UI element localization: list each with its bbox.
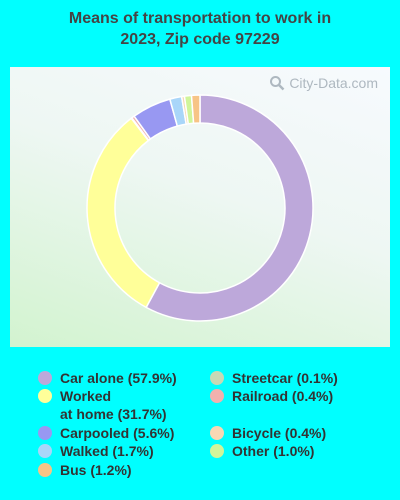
legend-label-bus: Bus (1.2%) [60,462,132,478]
legend-label-car-alone: Car alone (57.9%) [60,370,177,386]
legend-item-carpooled: Carpooled (5.6%) [38,424,174,442]
legend-swatch-bus [38,463,52,477]
legend-label-carpooled: Carpooled (5.6%) [60,425,175,441]
watermark-text: City-Data.com [289,75,378,91]
legend-swatch-car-alone [38,371,52,385]
legend-item-walked: Walked (1.7%) [38,442,154,460]
legend-swatch-railroad [210,389,224,403]
legend-item-bicycle: Bicycle (0.4%) [210,424,326,442]
donut-slice-bus [190,94,201,125]
legend-swatch-walked [38,444,52,458]
legend-swatch-worked-at-home [38,389,52,403]
legend-item-car-alone: Car alone (57.9%) [38,369,177,387]
chart-title: Means of transportation to work in 2023,… [0,8,400,50]
legend-label-bicycle: Bicycle (0.4%) [232,425,327,441]
donut-chart [86,94,314,322]
legend-swatch-carpooled [38,426,52,440]
legend-label-streetcar: Streetcar (0.1%) [232,370,338,386]
legend-swatch-streetcar [210,371,224,385]
legend-label-walked: Walked (1.7%) [60,443,154,459]
chart-title-line-1: Means of transportation to work in [68,10,332,27]
watermark: City-Data.com [269,75,378,91]
magnifier-icon [270,76,285,91]
legend-label-worked-line2: at home (31.7%) [60,406,167,422]
donut-slice-car-alone [145,94,314,322]
legend-label-other: Other (1.0%) [232,443,315,459]
legend-item-other: Other (1.0%) [210,442,314,460]
legend-label-worked-line1: Worked [60,388,112,404]
donut-slice-worked-at-home [86,117,161,309]
legend-label-railroad: Railroad (0.4%) [232,388,334,404]
legend-swatch-other [210,444,224,458]
legend-swatch-bicycle [210,426,224,440]
legend-item-railroad: Railroad (0.4%) [210,387,333,405]
legend-item-streetcar: Streetcar (0.1%) [210,369,338,387]
chart-title-line-2: 2023, Zip code 97229 [120,31,280,48]
legend-item-worked-at-home: Worked at home (31.7%) [38,387,167,423]
legend-item-bus: Bus (1.2%) [38,461,132,479]
